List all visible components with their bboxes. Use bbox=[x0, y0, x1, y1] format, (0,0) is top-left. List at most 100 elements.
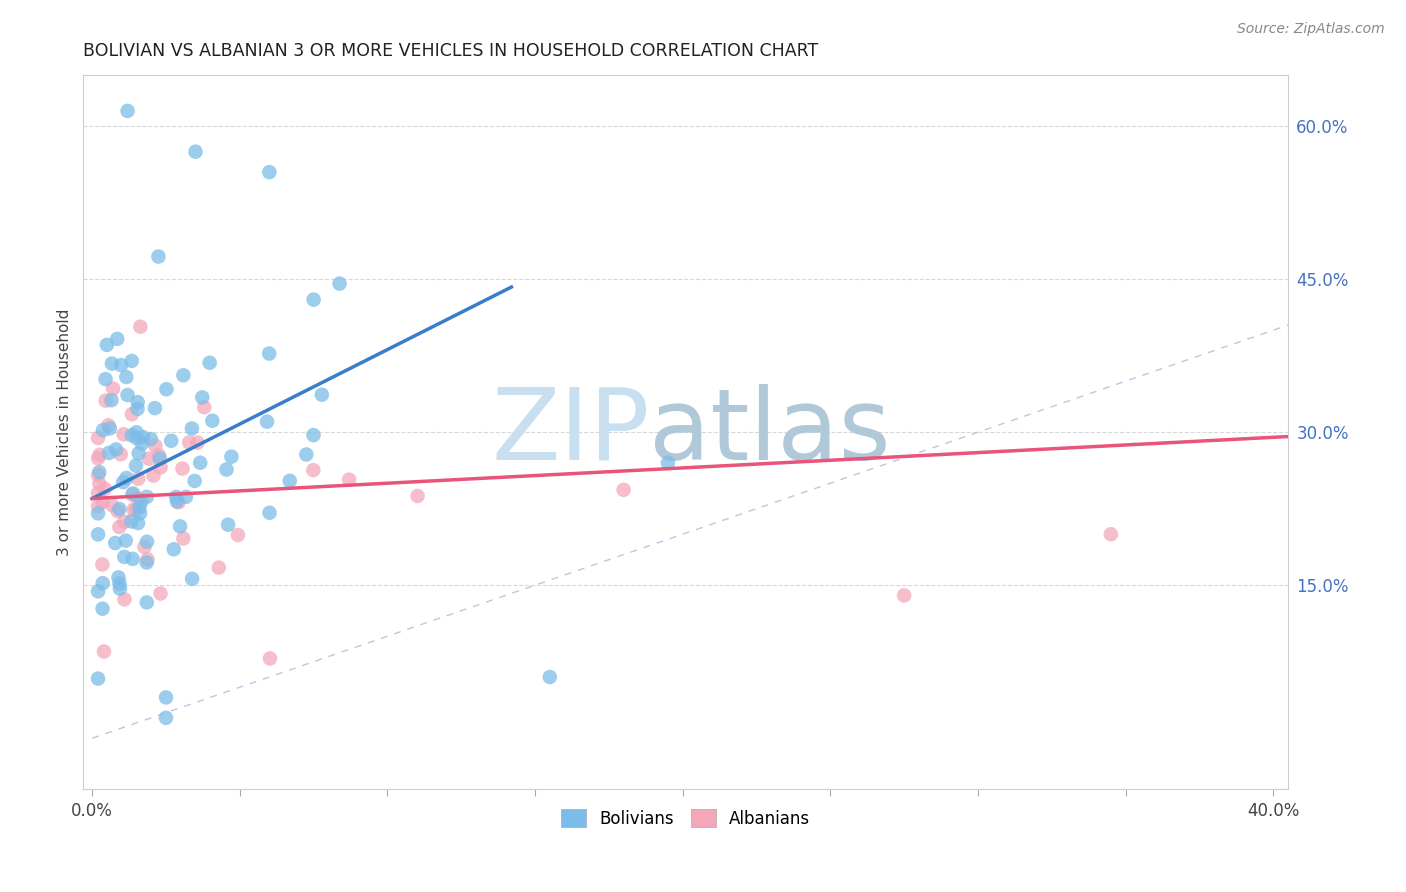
Point bbox=[125, 503, 148, 517]
Point bbox=[91, 558, 114, 572]
Point bbox=[91, 494, 114, 508]
Point bbox=[91, 601, 114, 615]
Point bbox=[125, 425, 148, 440]
Point bbox=[166, 494, 188, 508]
Point bbox=[191, 391, 214, 405]
Point bbox=[186, 435, 208, 450]
Point bbox=[93, 644, 115, 658]
Point bbox=[94, 393, 117, 408]
Point bbox=[172, 532, 194, 546]
Point bbox=[114, 533, 136, 548]
Point bbox=[127, 516, 149, 530]
Point bbox=[108, 502, 131, 516]
Point bbox=[122, 486, 145, 500]
Point bbox=[149, 460, 172, 475]
Point bbox=[148, 250, 170, 264]
Text: Source: ZipAtlas.com: Source: ZipAtlas.com bbox=[1237, 22, 1385, 37]
Point bbox=[121, 428, 143, 442]
Point bbox=[87, 431, 110, 445]
Point bbox=[121, 515, 143, 529]
Point bbox=[129, 506, 152, 520]
Point bbox=[657, 456, 679, 470]
Point bbox=[302, 293, 325, 307]
Point bbox=[172, 461, 194, 475]
Point bbox=[406, 489, 429, 503]
Point bbox=[226, 528, 249, 542]
Point bbox=[278, 474, 301, 488]
Point bbox=[198, 356, 221, 370]
Point bbox=[104, 536, 127, 550]
Point bbox=[121, 407, 143, 421]
Point bbox=[98, 446, 121, 460]
Point bbox=[127, 472, 149, 486]
Point bbox=[295, 447, 318, 461]
Point bbox=[172, 368, 194, 383]
Point bbox=[337, 473, 360, 487]
Point bbox=[87, 672, 110, 686]
Point bbox=[893, 589, 915, 603]
Point bbox=[121, 487, 143, 501]
Point bbox=[136, 534, 159, 549]
Point bbox=[110, 447, 132, 461]
Point bbox=[149, 451, 172, 466]
Point bbox=[329, 277, 352, 291]
Point bbox=[132, 430, 155, 444]
Point bbox=[117, 388, 139, 402]
Point bbox=[128, 446, 150, 460]
Point bbox=[125, 458, 148, 473]
Text: ZIP: ZIP bbox=[491, 384, 650, 481]
Point bbox=[134, 540, 156, 554]
Legend: Bolivians, Albanians: Bolivians, Albanians bbox=[554, 803, 817, 834]
Point bbox=[184, 145, 207, 159]
Point bbox=[613, 483, 636, 497]
Point bbox=[138, 451, 160, 466]
Point bbox=[117, 103, 139, 118]
Point bbox=[139, 432, 162, 446]
Point bbox=[108, 576, 131, 591]
Point bbox=[87, 527, 110, 541]
Point bbox=[129, 319, 152, 334]
Point bbox=[101, 382, 124, 396]
Point bbox=[193, 401, 215, 415]
Point bbox=[131, 436, 153, 450]
Point bbox=[112, 515, 135, 529]
Point bbox=[101, 498, 124, 512]
Point bbox=[135, 595, 157, 609]
Point bbox=[136, 552, 159, 566]
Point bbox=[259, 506, 281, 520]
Point bbox=[127, 491, 149, 506]
Point bbox=[104, 442, 127, 457]
Text: atlas: atlas bbox=[650, 384, 891, 481]
Point bbox=[215, 462, 238, 476]
Point bbox=[148, 448, 170, 462]
Y-axis label: 3 or more Vehicles in Household: 3 or more Vehicles in Household bbox=[58, 309, 72, 556]
Point bbox=[538, 670, 561, 684]
Point bbox=[127, 401, 149, 416]
Point bbox=[135, 490, 157, 504]
Point bbox=[112, 475, 135, 490]
Point bbox=[121, 552, 143, 566]
Point bbox=[108, 582, 131, 596]
Point bbox=[97, 418, 120, 433]
Point bbox=[107, 504, 129, 518]
Point bbox=[108, 520, 131, 534]
Point bbox=[112, 549, 135, 564]
Point bbox=[311, 388, 333, 402]
Point bbox=[98, 421, 121, 435]
Point bbox=[115, 471, 138, 485]
Point bbox=[217, 517, 239, 532]
Point bbox=[112, 427, 135, 442]
Point bbox=[167, 495, 190, 509]
Point bbox=[101, 357, 124, 371]
Point bbox=[163, 542, 186, 557]
Point bbox=[259, 651, 281, 665]
Point bbox=[128, 500, 150, 515]
Point bbox=[183, 474, 205, 488]
Point bbox=[169, 519, 191, 533]
Point bbox=[174, 490, 197, 504]
Point bbox=[87, 506, 110, 520]
Point bbox=[94, 482, 117, 496]
Point bbox=[180, 421, 202, 435]
Point bbox=[302, 463, 325, 477]
Point bbox=[87, 584, 110, 599]
